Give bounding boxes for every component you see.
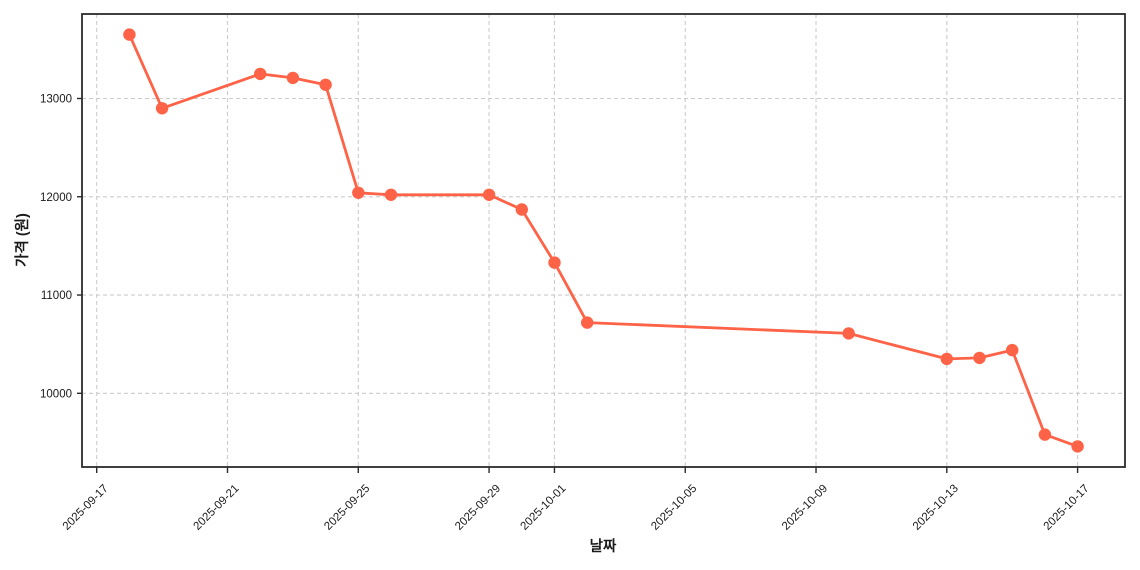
x-tick-label: 2025-10-13 <box>911 483 961 533</box>
price-line <box>128 33 1079 448</box>
data-point-marker <box>155 102 169 115</box>
x-tick-label: 2025-09-17 <box>61 483 111 533</box>
data-point-marker <box>548 256 561 269</box>
data-point-marker <box>940 352 953 366</box>
data-point-marker <box>352 186 365 199</box>
data-point-marker <box>842 327 855 340</box>
y-tick-label: 12000 <box>40 192 72 204</box>
x-tick-label: 2025-09-29 <box>453 483 503 533</box>
grid-layer <box>82 14 1125 467</box>
data-point-marker <box>1071 440 1084 453</box>
y-tick-label: 13000 <box>40 94 72 106</box>
data-point-marker <box>1038 428 1052 441</box>
y-tick-label: 10000 <box>40 388 72 400</box>
data-point-marker <box>581 316 594 329</box>
data-point-marker <box>482 188 496 201</box>
data-point-marker <box>123 28 136 41</box>
y-tick-label: 11000 <box>41 290 72 302</box>
series-layer <box>123 28 1084 453</box>
axis-layer: 10000 11000 12000 13000 2025-09-17 2025-09-21… <box>40 13 1126 533</box>
x-tick-label: 2025-10-01 <box>518 483 568 533</box>
data-point-marker <box>384 188 398 201</box>
x-axis-label: 날짜 <box>590 537 617 555</box>
data-point-marker <box>515 203 528 216</box>
data-point-marker <box>286 71 300 85</box>
data-point-marker <box>254 67 267 81</box>
x-tick-label: 2025-10-05 <box>649 483 699 533</box>
x-tick-label: 2025-09-25 <box>322 483 372 533</box>
x-tick-label: 2025-09-21 <box>192 483 242 533</box>
x-tick-label: 2025-10-09 <box>780 483 830 533</box>
data-point-marker <box>973 351 986 365</box>
plot-border <box>81 13 1126 468</box>
data-point-marker <box>319 78 332 92</box>
x-tick-label: 2025-10-17 <box>1042 483 1092 533</box>
data-point-marker <box>1006 343 1019 357</box>
y-axis-label: 가격 (원) <box>13 213 31 267</box>
